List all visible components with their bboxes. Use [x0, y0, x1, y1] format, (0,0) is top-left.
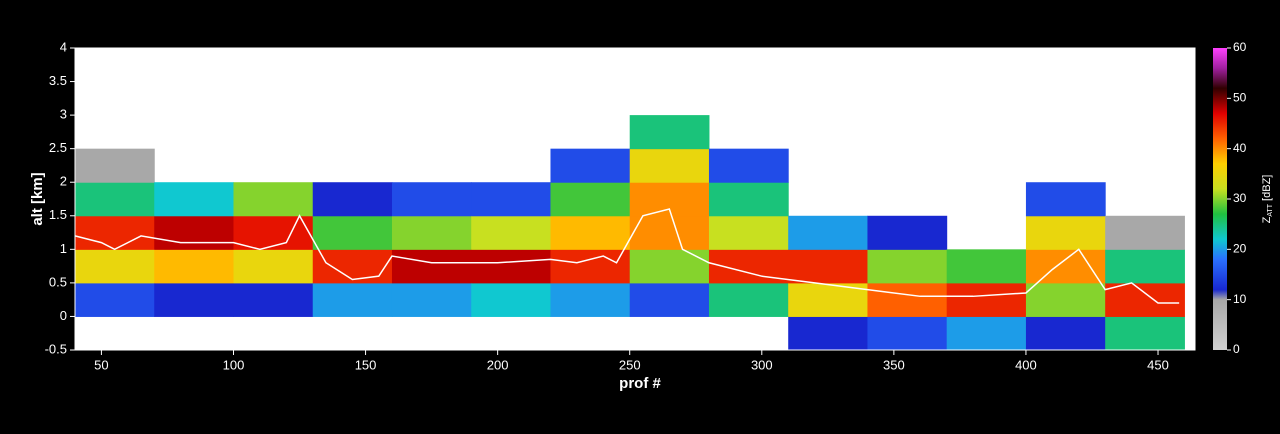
heatmap-cell	[708, 182, 789, 217]
heatmap-cell	[708, 215, 789, 250]
heatmap-cell	[1105, 282, 1185, 317]
y-tick-label: 0	[60, 308, 67, 323]
x-tick-label: 150	[355, 357, 377, 372]
heatmap-cell	[391, 215, 472, 250]
x-tick-label: 350	[883, 357, 905, 372]
heatmap-cell	[233, 182, 314, 217]
heatmap-cell	[312, 249, 393, 284]
heatmap-cell	[391, 282, 472, 317]
heatmap-cell	[233, 282, 314, 317]
heatmap-cell	[1105, 316, 1185, 351]
colorbar-tick-label: 30	[1233, 191, 1247, 205]
colorbar-subscript: ATT	[1267, 203, 1274, 216]
colorbar-tick-label: 50	[1233, 91, 1247, 105]
heatmap-cell	[1025, 282, 1106, 317]
colorbar-tick-label: 40	[1233, 141, 1247, 155]
colorbar-tick-label: 0	[1233, 342, 1240, 356]
heatmap-cell	[391, 249, 472, 284]
heatmap-cell	[75, 148, 155, 183]
x-tick-label: 400	[1015, 357, 1037, 372]
heatmap-cell	[946, 282, 1027, 317]
y-tick-label: 3.5	[49, 73, 67, 88]
x-tick-label: 200	[487, 357, 509, 372]
y-tick-label: 2.5	[49, 140, 67, 155]
heatmap-cell	[629, 115, 710, 150]
colorbar-unit: [dBZ]	[1261, 175, 1273, 201]
heatmap-cell	[550, 182, 631, 217]
heatmap-cell	[391, 182, 472, 217]
heatmap-cell	[550, 282, 631, 317]
colorbar-label: ZATT [dBZ]	[1261, 175, 1274, 224]
x-tick-label: 250	[619, 357, 641, 372]
heatmap-cell	[75, 249, 155, 284]
heatmap-cell	[312, 215, 393, 250]
heatmap-cell	[154, 282, 234, 317]
colorbar-tick-label: 20	[1233, 242, 1247, 256]
y-tick-label: 1.5	[49, 207, 67, 222]
line	[74, 208, 1180, 304]
x-tick-label: 50	[94, 357, 108, 372]
heatmap-cell	[867, 316, 948, 351]
heatmap-cell	[788, 249, 868, 284]
heatmap-cell	[867, 249, 948, 284]
heatmap-cell	[946, 249, 1027, 284]
heatmap-cell	[867, 215, 948, 250]
heatmap-cell	[629, 249, 710, 284]
heatmap-cell	[788, 215, 868, 250]
x-tick-label: 450	[1147, 357, 1169, 372]
heatmap-cell	[471, 215, 551, 250]
heatmap-cell	[629, 148, 710, 183]
y-tick-label: 4	[60, 39, 67, 54]
heatmap-cell	[1025, 316, 1106, 351]
y-tick-label: -0.5	[45, 341, 67, 356]
y-tick-label: 3	[60, 107, 67, 122]
colorbar	[1213, 48, 1227, 350]
plot-frame	[74, 47, 1196, 351]
heatmap-cell	[233, 215, 314, 250]
y-tick-label: 2	[60, 174, 67, 189]
heatmap-cell	[471, 282, 551, 317]
x-tick-label: 100	[223, 357, 245, 372]
heatmap-cell	[1025, 182, 1106, 217]
heatmap-cell	[788, 316, 868, 351]
heatmap-cell	[75, 182, 155, 217]
heatmap-cell	[550, 148, 631, 183]
x-tick-label: 300	[751, 357, 773, 372]
heatmap-cell	[867, 282, 948, 317]
colorbar-tick-label: 60	[1233, 40, 1247, 54]
heatmap-cell	[312, 182, 393, 217]
heatmap-cell	[312, 282, 393, 317]
heatmap-cell	[1025, 249, 1106, 284]
heatmap-cell	[708, 282, 789, 317]
heatmap-cell	[946, 316, 1027, 351]
heatmap-cell	[1105, 249, 1185, 284]
heatmap-cell	[233, 249, 314, 284]
colorbar-symbol: Z	[1261, 216, 1273, 223]
heatmap-cell	[75, 215, 155, 250]
x-axis-label: prof #	[619, 375, 661, 392]
heatmap-cell	[471, 249, 551, 284]
heatmap-cell	[154, 182, 234, 217]
heatmap-cell	[471, 182, 551, 217]
heatmap	[75, 115, 1185, 351]
heatmap-cell	[154, 215, 234, 250]
heatmap-cell	[550, 249, 631, 284]
heatmap-cell	[550, 215, 631, 250]
y-tick-label: 0.5	[49, 274, 67, 289]
y-axis-label: alt [km]	[29, 172, 46, 225]
heatmap-cell	[629, 215, 710, 250]
heatmap-cell	[1025, 215, 1106, 250]
colorbar-tick-label: 10	[1233, 292, 1247, 306]
heatmap-cell	[708, 148, 789, 183]
heatmap-cell	[629, 282, 710, 317]
heatmap-cell	[154, 249, 234, 284]
y-tick-label: 1	[60, 241, 67, 256]
heatmap-cell	[75, 282, 155, 317]
heatmap-cell	[1105, 215, 1185, 250]
